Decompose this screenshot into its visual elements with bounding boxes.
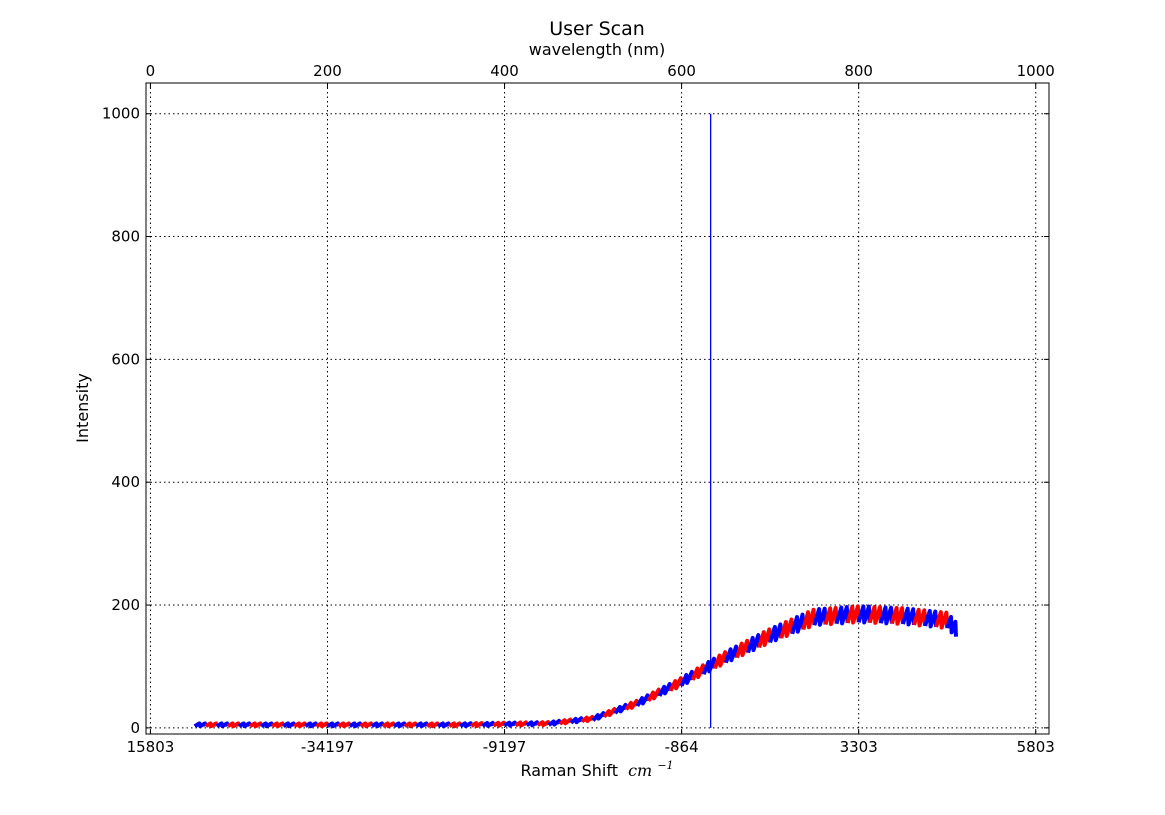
spectrum-segment (624, 698, 640, 711)
spectrum-segment (646, 687, 662, 702)
bottom-x-tick-label: 15803 (127, 738, 175, 756)
x-axis-unit: cm (628, 761, 652, 780)
spectrum-segment (392, 721, 407, 729)
spectrum-segment (337, 721, 352, 729)
spectrum-segment (215, 721, 230, 729)
y-tick-label: 1000 (102, 105, 140, 123)
spectrum-segment (867, 604, 883, 625)
top-x-tick-label: 800 (844, 62, 873, 80)
spectrum-segment (348, 721, 363, 729)
top-x-tick-label: 0 (146, 62, 156, 80)
top-x-tick-label: 400 (490, 62, 519, 80)
ticks-layer: 015803200-34197400-9197600-8648003303100… (102, 62, 1055, 756)
x-axis-title-text: Raman Shift (520, 761, 618, 780)
spectrum-segment (514, 720, 529, 728)
spectrum-segment (370, 721, 385, 729)
y-tick-label: 200 (111, 596, 140, 614)
spectrum-segment (359, 721, 374, 729)
spectrum-segment (889, 605, 905, 626)
spectrum-segment (757, 627, 773, 649)
spectrum-segment (657, 681, 673, 697)
spectrum-segment (270, 721, 286, 729)
spectrum-segment (492, 720, 507, 728)
spectrum-segment (259, 721, 275, 729)
top-x-axis-title: wavelength (nm) (529, 40, 666, 59)
spectrum-segment (690, 663, 706, 681)
spectrum-segment (790, 612, 806, 635)
spectrum-segment (381, 721, 396, 729)
spectrum-segment (414, 721, 430, 729)
spectrum-segment (668, 676, 684, 692)
y-axis-title: Intensity (73, 373, 92, 443)
spectrum-segment (580, 715, 596, 724)
bottom-x-tick-label: 3303 (840, 738, 878, 756)
bottom-x-tick-label: -9197 (483, 738, 527, 756)
spectrum-segment (945, 614, 958, 637)
top-x-tick-label: 1000 (1017, 62, 1055, 80)
spectrum-segment (403, 721, 418, 729)
spectrum-segment (712, 650, 728, 670)
spectrum-segment (856, 604, 872, 625)
spectrum-segment (779, 617, 795, 639)
top-x-tick-label: 200 (313, 62, 342, 80)
x-axis-title: Raman Shift cm −1 (520, 759, 673, 780)
spectrum-segment (724, 644, 739, 664)
bottom-x-tick-label: 5803 (1017, 738, 1055, 756)
spectrum-segment (193, 721, 208, 729)
spectrum-segment (900, 606, 916, 627)
spectrum-segment (834, 605, 850, 626)
spectrum-segment (845, 604, 861, 625)
y-tick-label: 800 (111, 228, 140, 246)
spectrum-segment (768, 622, 784, 644)
spectrum-segment (923, 608, 939, 629)
spectrum-segment (304, 721, 319, 729)
spectrum-segment (613, 702, 629, 715)
spectrum-segment (602, 707, 618, 719)
spectrum-segment (481, 720, 496, 728)
bottom-x-tick-label: -864 (665, 738, 699, 756)
y-tick-label: 600 (111, 350, 140, 368)
series-layer (193, 604, 958, 729)
spectrum-segment (591, 711, 607, 722)
spectrum-segment (934, 610, 950, 630)
spectrum-segment (735, 638, 750, 659)
spectrum-segment (635, 693, 651, 708)
y-tick-label: 400 (111, 473, 140, 491)
spectrum-segment (878, 605, 894, 626)
spectrum-segment (425, 721, 441, 729)
spectrum-segment (204, 721, 219, 729)
grid-layer (146, 83, 1049, 734)
top-x-tick-label: 600 (667, 62, 696, 80)
spectrum-segment (558, 717, 573, 726)
spectrum-segment (679, 669, 695, 687)
spectrum-segment (315, 721, 330, 729)
spectrum-segment (226, 721, 241, 729)
spectrum-segment (326, 721, 341, 729)
spectrum-segment (237, 721, 252, 729)
spectrum-segment (525, 720, 540, 728)
spectrum-segment (569, 716, 584, 725)
y-tick-label: 0 (130, 719, 140, 737)
spectrum-segment (823, 605, 839, 627)
plot-frame (145, 82, 1050, 735)
spectrum-segment (470, 721, 485, 728)
bottom-x-tick-label: -34197 (301, 738, 354, 756)
spectrum-segment (536, 720, 551, 728)
spectrum-segment (248, 721, 264, 729)
spectrum-segment (547, 718, 562, 727)
spectrum-segment (812, 606, 828, 627)
spectrum-segment (459, 721, 474, 729)
spectrum-segment (746, 633, 762, 654)
spectrum-segment (503, 720, 518, 728)
x-axis-unit-exponent: −1 (657, 759, 673, 772)
chart-title: User Scan (549, 18, 645, 40)
spectrum-segment (436, 721, 452, 729)
spectrum-segment (912, 607, 928, 628)
spectrum-segment (701, 656, 717, 675)
spectrum-segment (282, 721, 297, 729)
spectrum-segment (293, 721, 308, 729)
spectrum-segment (801, 607, 817, 631)
spectrum-segment (448, 721, 463, 729)
